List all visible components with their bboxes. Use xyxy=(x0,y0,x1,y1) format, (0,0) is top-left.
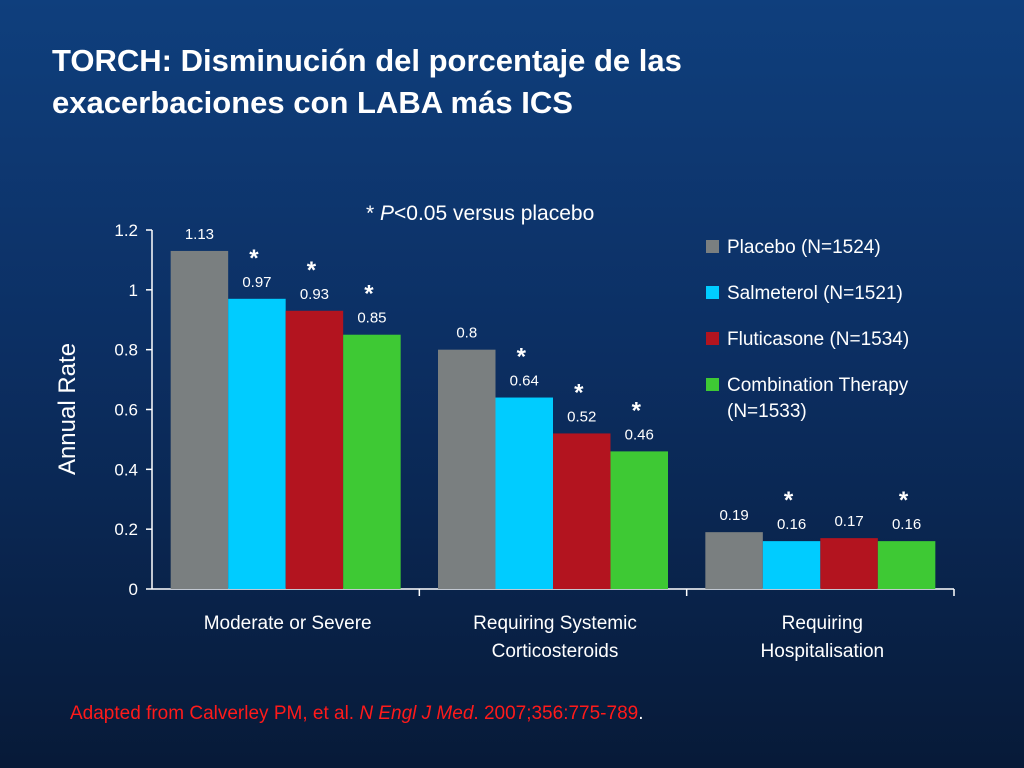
bar xyxy=(285,310,344,589)
bar-value-label: 0.46 xyxy=(625,426,654,443)
legend-label: Placebo (N=1524) xyxy=(727,237,881,258)
y-tick-label: 0.2 xyxy=(114,520,138,539)
citation-footnote: Adapted from Calverley PM, et al. N Engl… xyxy=(70,703,643,725)
bar-value-label: 0.17 xyxy=(834,513,863,530)
bar xyxy=(553,433,611,589)
significance-asterisk: * xyxy=(784,487,794,514)
bar xyxy=(228,298,286,589)
significance-asterisk: * xyxy=(632,397,642,424)
bar-value-label: 0.93 xyxy=(300,286,329,303)
bar-value-label: 0.16 xyxy=(777,516,806,533)
category-label: Corticosteroids xyxy=(492,641,619,662)
significance-asterisk: * xyxy=(899,487,909,514)
bar-value-label: 0.85 xyxy=(357,310,386,327)
bar-value-label: 1.13 xyxy=(185,226,214,243)
bar xyxy=(820,538,878,589)
bar-value-label: 0.52 xyxy=(567,408,596,425)
y-tick-label: 1 xyxy=(129,281,138,300)
category-label: Requiring Systemic xyxy=(473,613,637,634)
bar-chart: 0 0.2 0.4 0.6 0.8 1 1.2 Annual Rate * P<0.05 ver… xyxy=(54,202,936,662)
bar xyxy=(610,451,668,589)
bar-value-label: 0.16 xyxy=(892,516,921,533)
significance-asterisk: * xyxy=(307,257,317,284)
bar xyxy=(877,541,936,589)
legend-label: Combination Therapy xyxy=(727,375,909,396)
bar-value-label: 0.19 xyxy=(719,507,748,524)
citation-journal: N Engl J Med xyxy=(359,703,474,724)
slide-title-line-2: exacerbaciones con LABA más ICS xyxy=(52,85,573,120)
significance-asterisk: * xyxy=(574,379,584,406)
citation-end: . xyxy=(638,703,644,724)
bar xyxy=(170,250,229,590)
bar-value-label: 0.8 xyxy=(456,325,477,342)
bar-value-label: 0.64 xyxy=(510,373,539,390)
significance-asterisk: * xyxy=(249,245,259,272)
bar-value-label: 0.97 xyxy=(242,274,271,291)
bar xyxy=(438,349,496,589)
citation-prefix: Adapted from Calverley PM, et al. xyxy=(70,703,360,724)
significance-asterisk: * xyxy=(364,281,374,308)
category-label: Moderate or Severe xyxy=(204,613,372,634)
legend-swatch xyxy=(706,286,719,299)
bar xyxy=(495,397,553,589)
y-tick-label: 0.8 xyxy=(114,341,138,360)
bar xyxy=(343,334,401,589)
y-tick-label: 0.6 xyxy=(114,401,138,420)
bar xyxy=(705,532,763,589)
legend-label: (N=1533) xyxy=(727,401,807,422)
y-tick-label: 0.4 xyxy=(114,460,138,479)
slide-title: TORCH: Disminución del porcentaje de las… xyxy=(52,40,952,124)
significance-note: * P<0.05 versus placebo xyxy=(366,202,594,225)
y-tick-label: 1.2 xyxy=(114,221,138,240)
bar xyxy=(762,541,821,589)
slide-title-line-1: TORCH: Disminución del porcentaje de las xyxy=(52,43,682,78)
category-label: Requiring xyxy=(782,613,863,634)
legend-label: Salmeterol (N=1521) xyxy=(727,283,903,304)
y-axis-title: Annual Rate xyxy=(54,343,81,475)
citation-suffix: . 2007;356:775-789 xyxy=(473,703,639,724)
y-tick-label: 0 xyxy=(129,580,138,599)
significance-asterisk: * xyxy=(517,344,527,371)
legend-swatch xyxy=(706,240,719,253)
category-label: Hospitalisation xyxy=(761,641,885,662)
legend-swatch xyxy=(706,378,719,391)
legend-label: Fluticasone (N=1534) xyxy=(727,329,909,350)
legend-swatch xyxy=(706,332,719,345)
